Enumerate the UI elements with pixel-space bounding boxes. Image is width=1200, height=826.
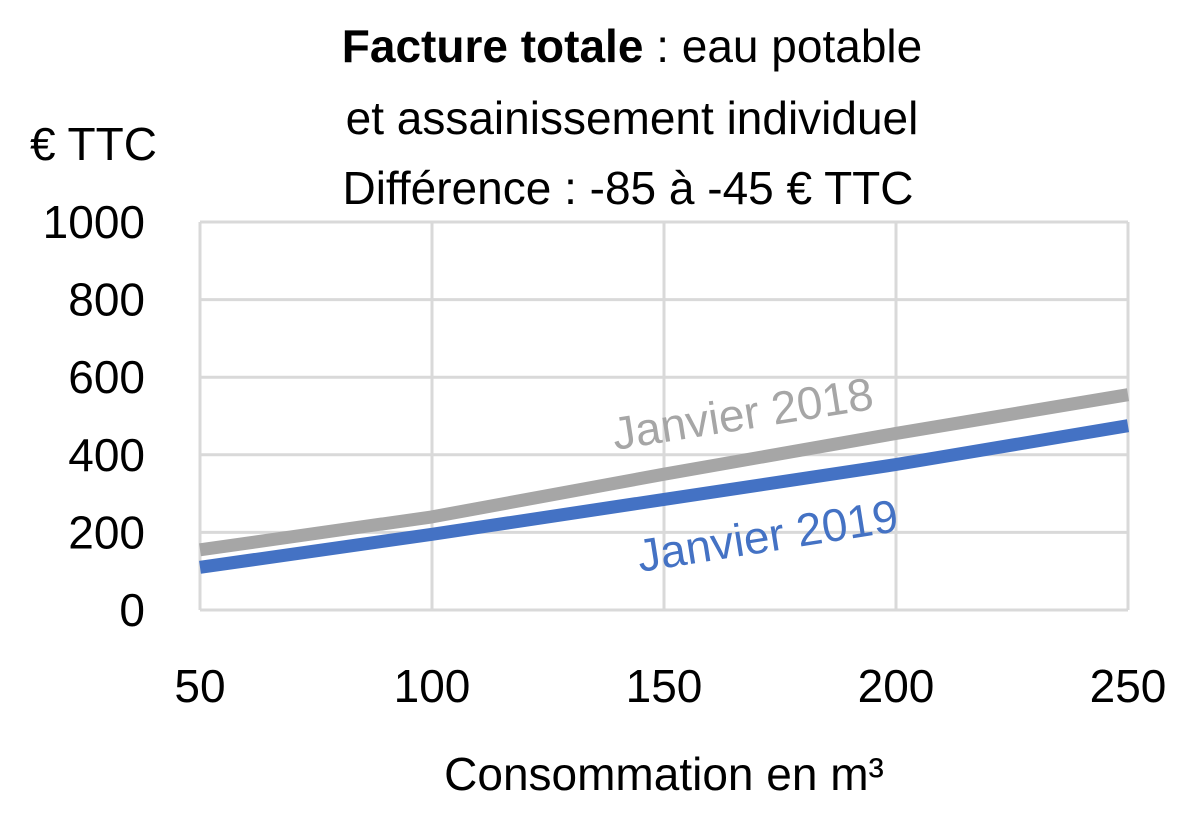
svg-text:Facture totale : eau potable: Facture totale : eau potable — [342, 20, 922, 72]
x-axis-label: Consommation en m³ — [444, 748, 884, 800]
chart-title-line3: Différence : -85 à -45 € TTC — [342, 162, 913, 214]
series-line-2 — [199, 419, 1130, 574]
y-axis-unit: € TTC — [30, 118, 157, 170]
y-tick-label: 200 — [68, 506, 145, 558]
x-tick-label: 150 — [626, 660, 703, 712]
y-tick-label: 400 — [68, 429, 145, 481]
x-tick-label: 200 — [858, 660, 935, 712]
chart-title: Facture totale : eau potable et assainis… — [342, 20, 922, 214]
x-tick-label: 250 — [1090, 660, 1167, 712]
y-tick-labels: 0 200 400 600 800 1000 — [43, 196, 145, 636]
x-tick-labels: 50 100 150 200 250 — [174, 660, 1166, 712]
chart-title-bold: Facture totale — [342, 20, 644, 72]
series-line-1 — [199, 388, 1130, 557]
x-tick-label: 50 — [174, 660, 225, 712]
series-lines — [199, 388, 1130, 574]
chart-title-line2: et assainissement individuel — [346, 92, 919, 144]
chart-title-rest: : eau potable — [643, 20, 922, 72]
x-tick-label: 100 — [394, 660, 471, 712]
y-tick-label: 800 — [68, 274, 145, 326]
y-tick-label: 0 — [119, 584, 145, 636]
y-tick-label: 1000 — [43, 196, 145, 248]
y-tick-label: 600 — [68, 351, 145, 403]
